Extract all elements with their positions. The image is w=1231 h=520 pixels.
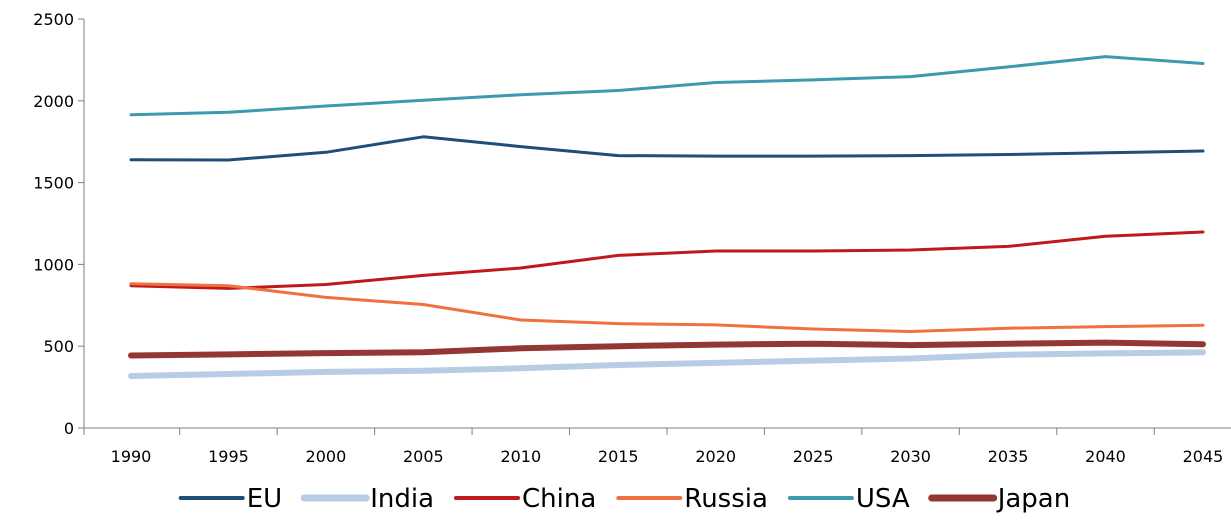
y-tick-label: 2000	[33, 92, 74, 111]
legend-item-india: India	[300, 484, 434, 514]
legend-item-china: China	[454, 484, 596, 514]
legend-item-usa: USA	[787, 484, 910, 514]
legend: EU India China Russia USA Japan	[178, 484, 1071, 514]
series-line-usa	[129, 55, 1205, 117]
x-tick-label: 2030	[890, 447, 931, 466]
series-line-japan	[128, 339, 1206, 359]
y-tick-label: 0	[64, 419, 74, 438]
x-tick-label: 2040	[1085, 447, 1126, 466]
x-tick-label: 2035	[988, 447, 1029, 466]
y-tick-label: 1000	[33, 255, 74, 274]
y-tick-label: 2500	[33, 10, 74, 29]
x-tick-label: 2005	[403, 447, 444, 466]
x-tick-label: 2010	[500, 447, 541, 466]
series-lines	[128, 55, 1206, 379]
series-line-russia	[129, 282, 1205, 333]
legend-label: USA	[856, 484, 910, 514]
x-tick-label: 2045	[1183, 447, 1224, 466]
x-tick-label: 2000	[306, 447, 347, 466]
x-tick-label: 2020	[695, 447, 736, 466]
legend-label: China	[522, 484, 596, 514]
legend-item-eu: EU	[178, 484, 282, 514]
x-tick-label: 2015	[598, 447, 639, 466]
series-line-eu	[129, 135, 1205, 162]
x-tick-label: 2025	[793, 447, 834, 466]
series-line-china	[129, 230, 1205, 290]
legend-label: EU	[247, 484, 282, 514]
legend-item-russia: Russia	[616, 484, 768, 514]
legend-label: Japan	[996, 484, 1071, 514]
x-axis: 1990 1995 2000 2005 2010 2015 2020 2025 2030 2035…	[83, 427, 1231, 466]
y-axis: 0 500 1000 1500 2000 2500	[33, 10, 85, 438]
legend-label: Russia	[684, 484, 768, 514]
series-line-india	[128, 349, 1206, 379]
legend-item-japan: Japan	[928, 484, 1071, 514]
legend-label: India	[370, 484, 434, 514]
y-tick-label: 1500	[33, 174, 74, 193]
y-tick-label: 500	[43, 337, 74, 356]
x-tick-label: 1990	[111, 447, 152, 466]
x-tick-label: 1995	[208, 447, 249, 466]
